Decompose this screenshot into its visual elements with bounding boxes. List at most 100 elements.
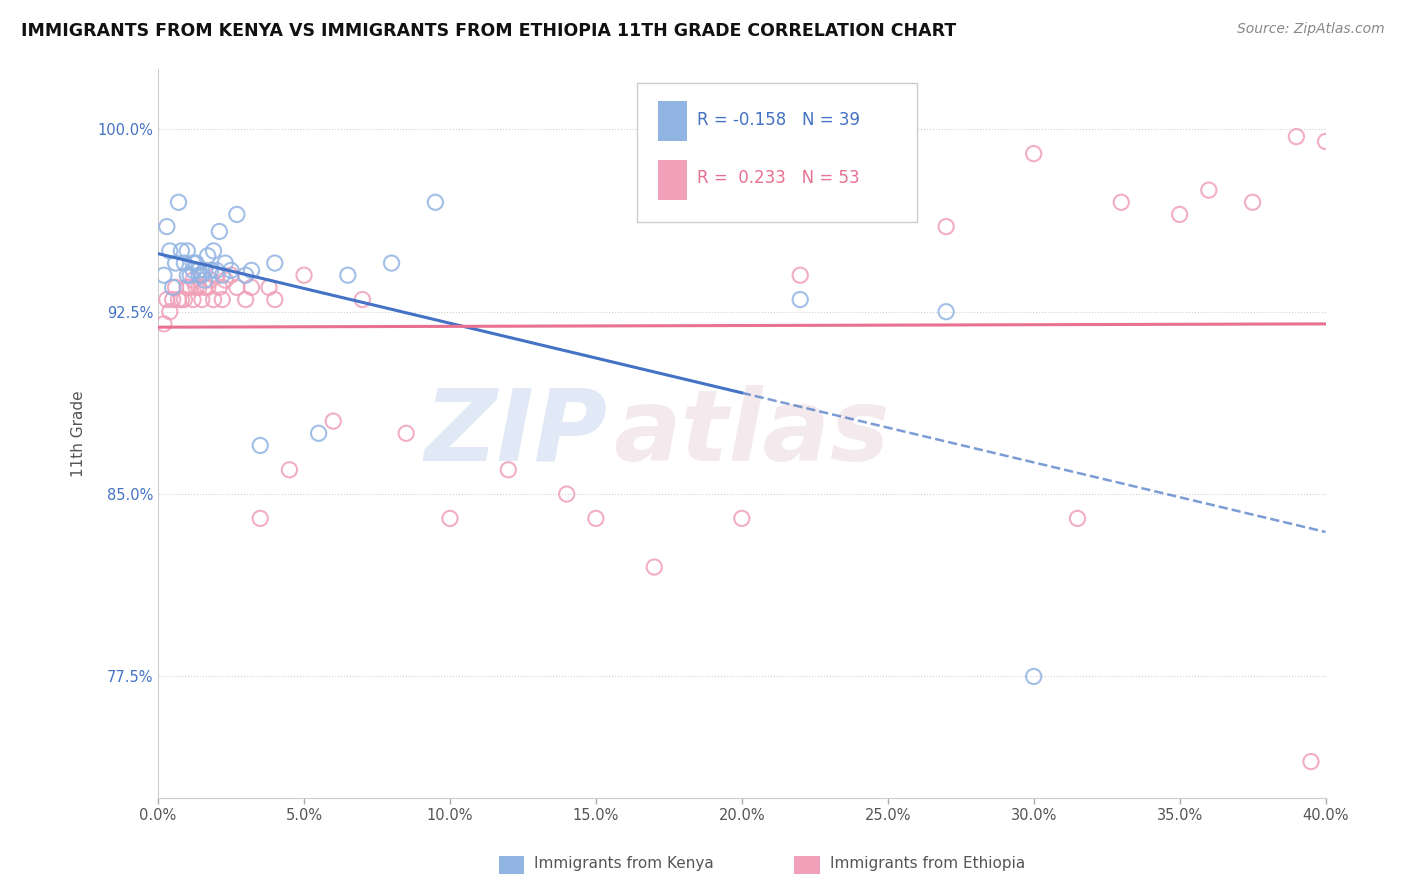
Point [643,560,665,574]
Point [179,268,201,283]
Point [184,280,207,294]
Point [205,268,228,283]
Point [381,256,404,270]
Point [184,256,207,270]
Point [214,273,236,287]
Point [167,195,190,210]
Text: R =  0.233   N = 53: R = 0.233 N = 53 [697,169,860,187]
Point [200,263,222,277]
Point [1109,195,1132,210]
Point [1022,146,1045,161]
Point [176,280,198,294]
Point [336,268,359,283]
Point [191,268,214,283]
Point [208,224,231,238]
Point [225,207,247,221]
Text: Source: ZipAtlas.com: Source: ZipAtlas.com [1237,22,1385,37]
Point [498,463,520,477]
Point [153,268,176,283]
Point [935,219,957,234]
Point [240,280,263,294]
Point [1299,755,1322,769]
Point [439,511,461,525]
Text: R = -0.158   N = 39: R = -0.158 N = 39 [697,111,860,128]
Point [194,280,217,294]
Point [156,219,179,234]
Point [731,511,754,525]
Point [170,244,193,258]
Point [1315,135,1337,149]
Point [1285,129,1308,144]
Point [219,268,242,283]
Point [173,293,195,307]
Point [211,293,233,307]
Point [191,293,214,307]
Point [200,273,222,287]
Point [176,280,198,294]
Y-axis label: 11th Grade: 11th Grade [72,390,86,476]
Point [263,256,285,270]
Point [225,280,247,294]
Point [153,317,176,331]
Point [167,293,190,307]
Point [179,280,201,294]
Point [202,293,225,307]
Point [181,273,204,287]
Point [173,256,195,270]
Text: atlas: atlas [613,384,890,482]
Point [188,280,211,294]
Point [249,511,271,525]
Point [208,280,231,294]
Point [176,244,198,258]
Point [170,293,193,307]
Point [1241,195,1264,210]
Point [165,280,187,294]
Point [263,293,285,307]
Text: Immigrants from Kenya: Immigrants from Kenya [534,856,714,871]
Point [188,263,211,277]
Point [162,280,184,294]
Point [197,249,219,263]
Text: ZIP: ZIP [425,384,607,482]
Text: Immigrants from Ethiopia: Immigrants from Ethiopia [830,856,1025,871]
Point [211,268,233,283]
Point [240,263,263,277]
Point [159,304,181,318]
Point [162,293,184,307]
Point [165,256,187,270]
Point [292,268,315,283]
Point [1168,207,1191,221]
Point [235,268,257,283]
Point [789,293,811,307]
Point [181,256,204,270]
Point [159,244,181,258]
Point [156,293,179,307]
Point [194,273,217,287]
Point [789,268,811,283]
Point [1198,183,1220,197]
Point [181,263,204,277]
Point [197,280,219,294]
Point [219,263,242,277]
Point [205,263,228,277]
Point [278,463,301,477]
Point [585,511,607,525]
FancyBboxPatch shape [658,102,688,142]
Point [425,195,447,210]
FancyBboxPatch shape [658,160,688,200]
Point [1022,669,1045,683]
Point [176,268,198,283]
Point [322,414,344,428]
Point [249,438,271,452]
Point [352,293,374,307]
Point [257,280,280,294]
Point [235,293,257,307]
Point [395,426,418,441]
Point [555,487,578,501]
Point [214,256,236,270]
Point [188,268,211,283]
Point [1066,511,1088,525]
Point [194,263,217,277]
Text: IMMIGRANTS FROM KENYA VS IMMIGRANTS FROM ETHIOPIA 11TH GRADE CORRELATION CHART: IMMIGRANTS FROM KENYA VS IMMIGRANTS FROM… [21,22,956,40]
Point [202,244,225,258]
